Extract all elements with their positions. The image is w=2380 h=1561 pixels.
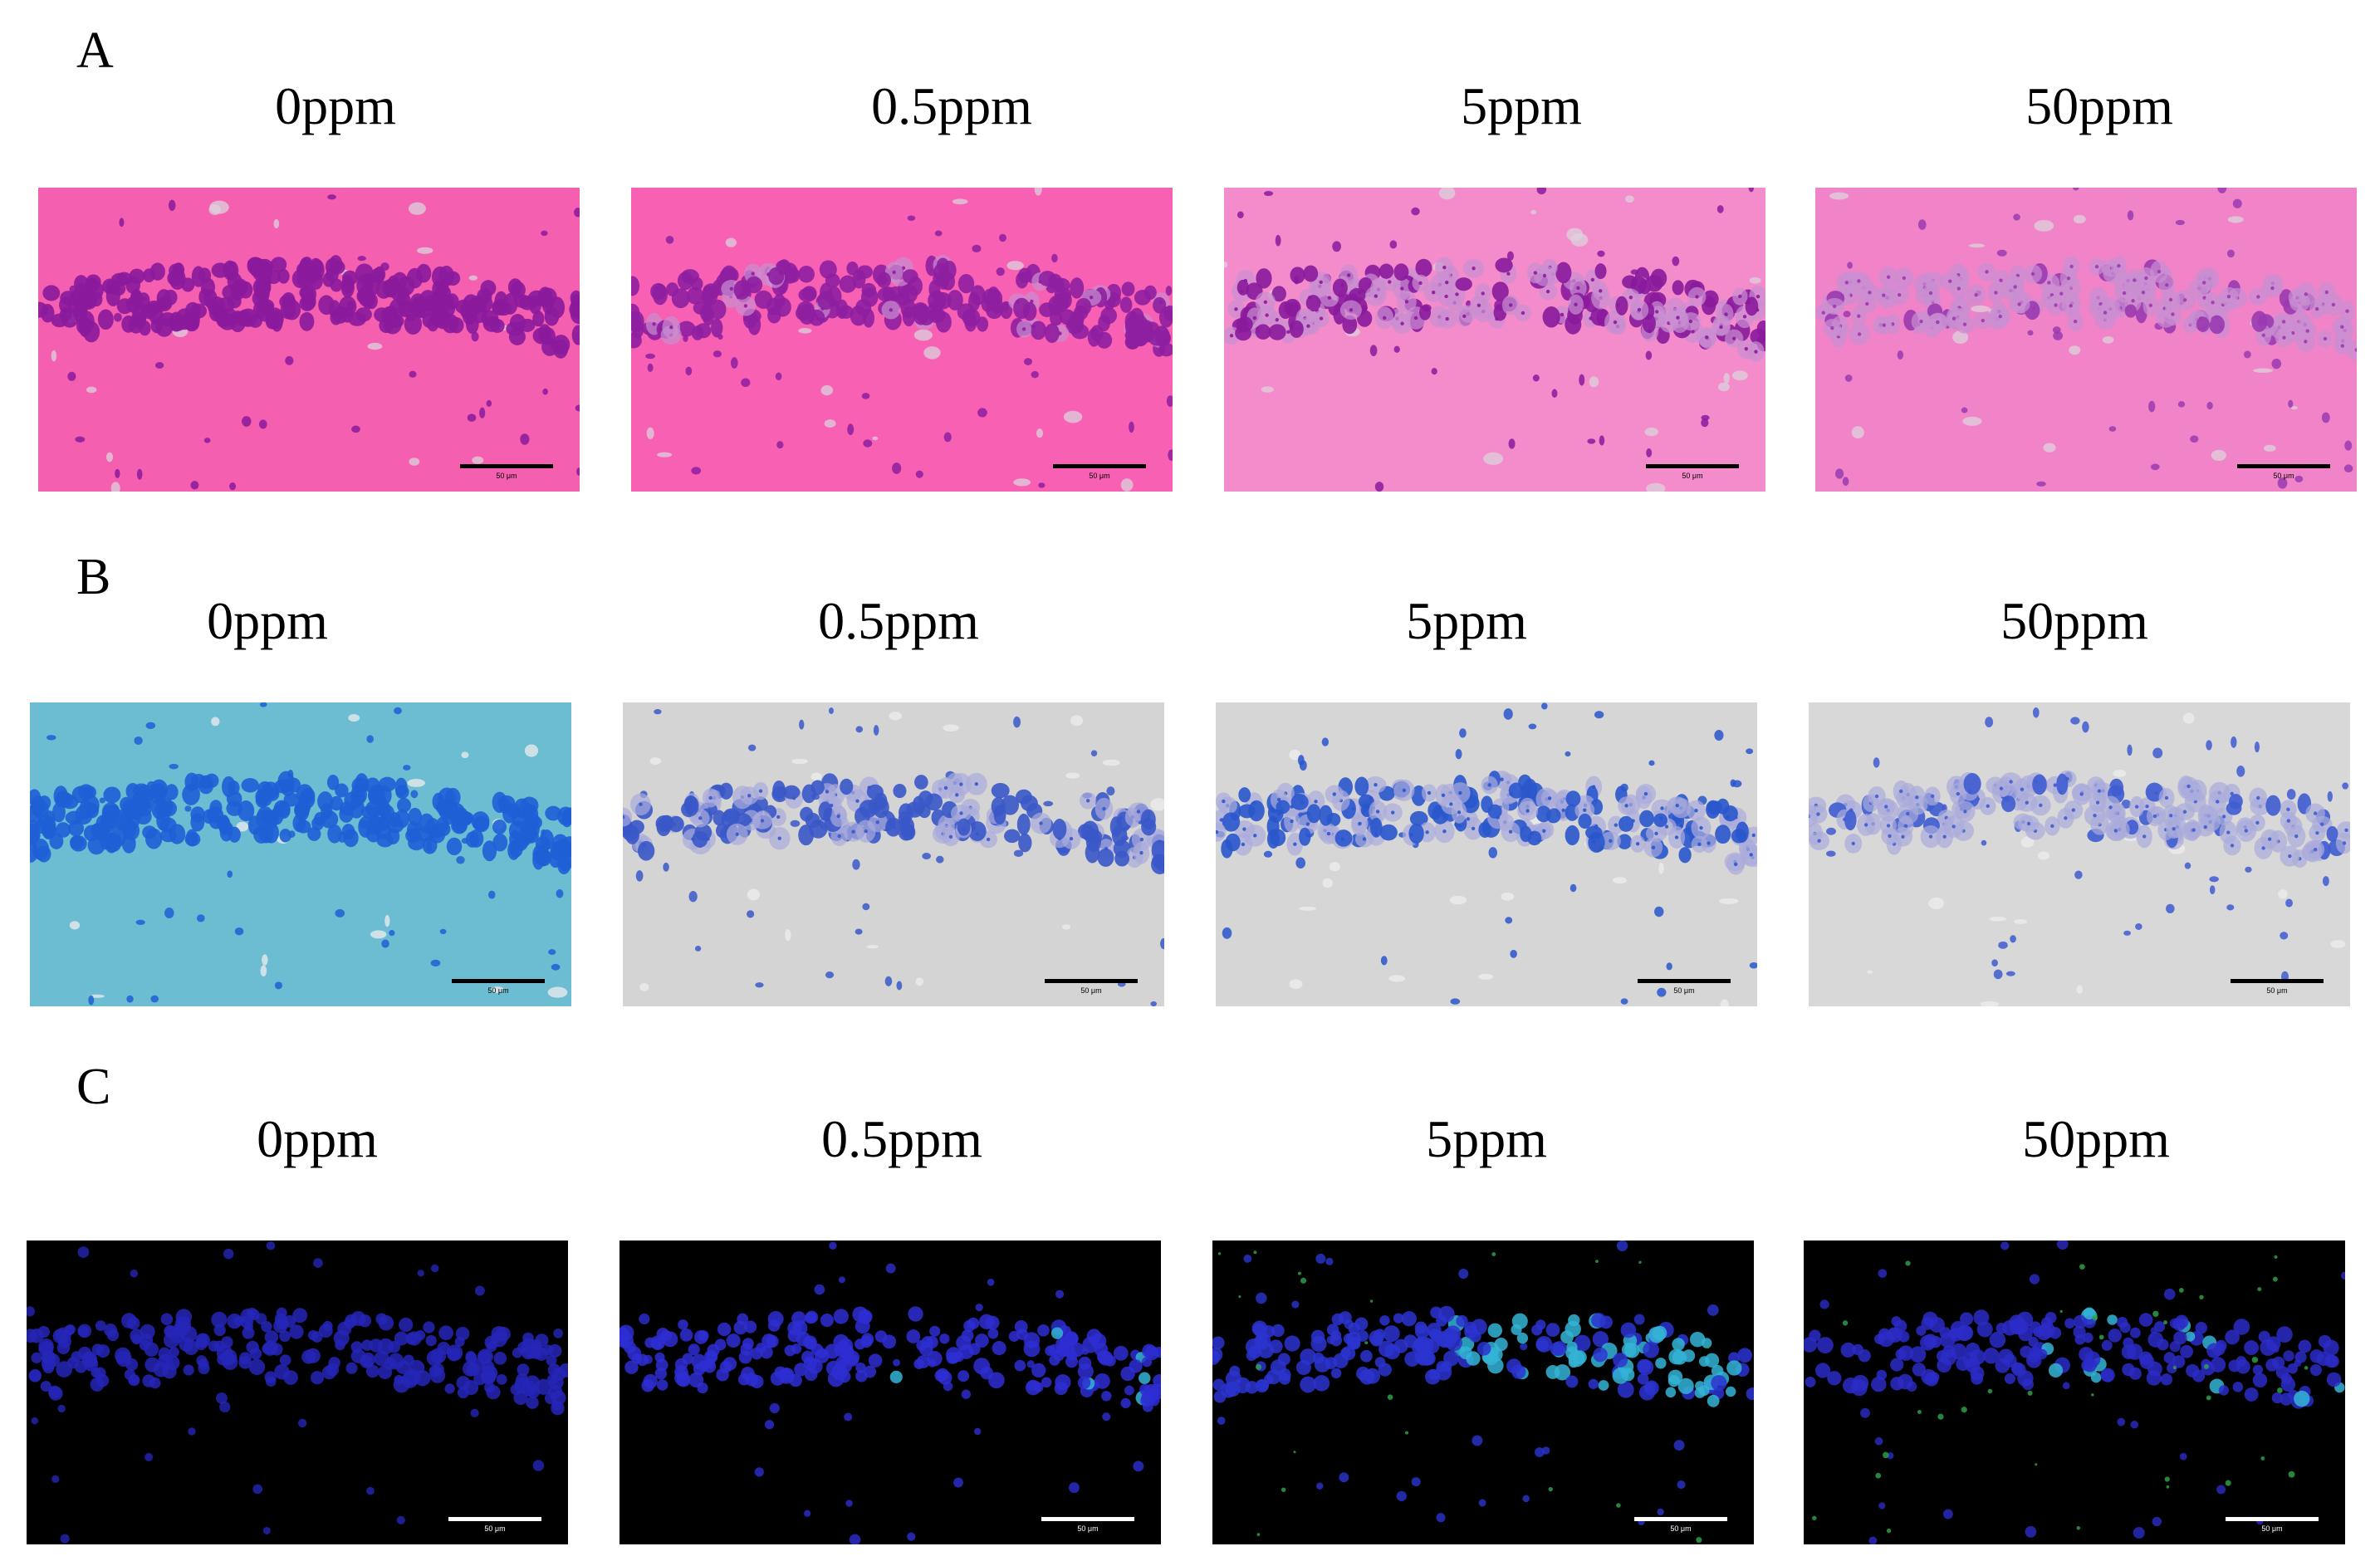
column-label-c-1: 0ppm bbox=[257, 1109, 378, 1168]
scale-bar bbox=[1041, 1517, 1134, 1521]
column-label-a-3: 5ppm bbox=[1461, 76, 1582, 135]
micrograph-fluorescence-0-5ppm: 50 μm bbox=[619, 1240, 1161, 1544]
panel-label-c: C bbox=[76, 1059, 111, 1115]
column-label-a-4: 50ppm bbox=[2025, 76, 2173, 135]
micrograph-he-0-5ppm: 50 μm bbox=[631, 188, 1173, 492]
scale-bar-label: 50 μm bbox=[1670, 1524, 1692, 1533]
scale-bar-label: 50 μm bbox=[487, 986, 509, 995]
scale-bar bbox=[1646, 464, 1739, 468]
scale-bar bbox=[2237, 464, 2330, 468]
column-label-b-2: 0.5ppm bbox=[818, 591, 979, 650]
scale-bar-label: 50 μm bbox=[1089, 472, 1110, 480]
scale-bar bbox=[1634, 1517, 1727, 1521]
scale-bar-label: 50 μm bbox=[1673, 986, 1695, 995]
micrograph-fluorescence-0ppm: 50 μm bbox=[27, 1240, 568, 1544]
scale-bar bbox=[448, 1517, 541, 1521]
micrograph-he-50ppm: 50 μm bbox=[1815, 188, 2357, 492]
scale-bar-label: 50 μm bbox=[496, 472, 517, 480]
scale-bar-label: 50 μm bbox=[2273, 472, 2294, 480]
micrograph-nissl-0-5ppm: 50 μm bbox=[623, 702, 1164, 1006]
scale-bar-label: 50 μm bbox=[484, 1524, 506, 1533]
micrograph-fluorescence-50ppm: 50 μm bbox=[1804, 1240, 2345, 1544]
column-label-b-4: 50ppm bbox=[2000, 591, 2148, 650]
scale-bar-label: 50 μm bbox=[1080, 986, 1102, 995]
column-label-a-1: 0ppm bbox=[275, 76, 396, 135]
column-label-c-4: 50ppm bbox=[2022, 1109, 2170, 1168]
scale-bar-label: 50 μm bbox=[1077, 1524, 1099, 1533]
panel-label-a: A bbox=[76, 22, 114, 79]
scale-bar bbox=[1053, 464, 1146, 468]
scale-bar bbox=[2231, 979, 2324, 983]
scale-bar-label: 50 μm bbox=[2266, 986, 2288, 995]
column-label-a-2: 0.5ppm bbox=[871, 76, 1032, 135]
column-label-b-1: 0ppm bbox=[207, 591, 328, 650]
scale-bar bbox=[452, 979, 545, 983]
scale-bar bbox=[460, 464, 553, 468]
micrograph-nissl-50ppm: 50 μm bbox=[1809, 702, 2350, 1006]
column-label-c-2: 0.5ppm bbox=[821, 1109, 982, 1168]
micrograph-fluorescence-5ppm: 50 μm bbox=[1212, 1240, 1754, 1544]
scale-bar bbox=[1045, 979, 1138, 983]
scale-bar bbox=[2226, 1517, 2319, 1521]
column-label-c-3: 5ppm bbox=[1426, 1109, 1547, 1168]
micrograph-nissl-0ppm: 50 μm bbox=[30, 702, 571, 1006]
micrograph-he-0ppm: 50 μm bbox=[38, 188, 580, 492]
scale-bar-label: 50 μm bbox=[2261, 1524, 2283, 1533]
scale-bar-label: 50 μm bbox=[1682, 472, 1703, 480]
scale-bar bbox=[1638, 979, 1731, 983]
micrograph-he-5ppm: 50 μm bbox=[1224, 188, 1765, 492]
panel-label-b: B bbox=[76, 549, 111, 605]
micrograph-nissl-5ppm: 50 μm bbox=[1216, 702, 1757, 1006]
column-label-b-3: 5ppm bbox=[1406, 591, 1527, 650]
